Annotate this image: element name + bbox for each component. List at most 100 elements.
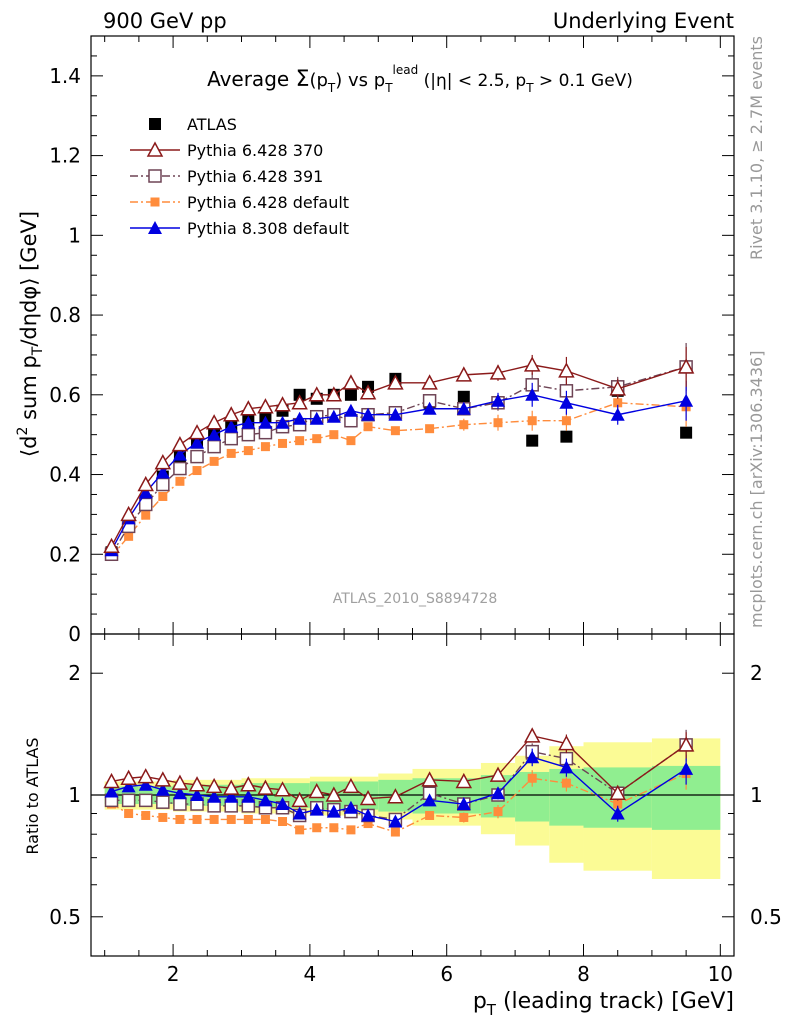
ratio-point-pythia-8-308-default <box>258 793 273 807</box>
ratio-point-pythia-8-308-default <box>456 797 471 811</box>
legend-label-pythia-6-428-370: Pythia 6.428 370 <box>187 141 323 160</box>
ratio-point-pythia-6-428-default <box>561 778 571 788</box>
point-pythia-6-428-default <box>278 438 288 448</box>
y-tick-label: 1.2 <box>49 144 81 168</box>
ratio-point-pythia-6-428-370 <box>120 769 137 786</box>
ratio-point-pythia-8-308-default <box>679 761 694 775</box>
side-label-mcplots: mcplots.cern.ch [arXiv:1306.3436] <box>747 351 766 628</box>
ratio-point-pythia-6-428-default <box>493 807 503 817</box>
axes: 2 4 6 8 10 0 0.2 0.4 0.6 0.8 1 1.2 1.4 0.5 0.5 1 1 2 2 <box>49 35 782 986</box>
ratio-tick-label-right: 0.5 <box>750 905 782 929</box>
point-pythia-8-308-default <box>525 387 540 401</box>
ratio-series <box>103 727 695 837</box>
point-pythia-6-428-370 <box>325 386 343 402</box>
ratio-point-pythia-8-308-default <box>525 750 540 764</box>
y-tick-label: 1.4 <box>49 64 81 88</box>
point-pythia-6-428-default <box>226 448 236 458</box>
point-atlas <box>457 390 470 403</box>
ratio-point-pythia-8-308-default <box>343 800 358 814</box>
ratio-point-pythia-6-428-default <box>226 814 236 824</box>
ratio-point-pythia-6-428-391 <box>173 797 187 811</box>
point-pythia-8-308-default <box>559 395 574 409</box>
ratio-point-pythia-6-428-370 <box>257 779 274 795</box>
legend-label-pythia-8-308-default: Pythia 8.308 default <box>187 219 349 238</box>
point-pythia-8-308-default <box>491 393 506 407</box>
ratio-point-pythia-8-308-default <box>361 808 376 822</box>
point-pythia-8-308-default <box>309 411 324 425</box>
title-arg-close: ) <box>335 70 342 91</box>
point-pythia-8-308-default <box>224 419 239 433</box>
point-pythia-6-428-370 <box>609 380 626 396</box>
point-pythia-6-428-default <box>425 424 435 434</box>
ylabel-a: ⟨d <box>17 436 41 458</box>
ratio-tick-label-left: 2 <box>68 661 81 685</box>
header-right: Underlying Event <box>553 9 734 33</box>
point-pythia-8-308-default <box>258 415 273 429</box>
ylabel-sub: T <box>30 346 46 356</box>
ratio-tick-label-right: 1 <box>750 783 763 807</box>
ratio-point-pythia-6-428-370 <box>240 776 257 792</box>
point-pythia-8-308-default <box>610 407 625 421</box>
point-pythia-6-428-370 <box>677 358 695 374</box>
point-pythia-8-308-default <box>172 447 187 461</box>
ratio-point-pythia-6-428-370 <box>523 727 541 743</box>
ratio-point-pythia-6-428-default <box>425 810 435 820</box>
ratio-point-pythia-6-428-370 <box>154 771 172 787</box>
point-pythia-6-428-default <box>312 434 322 444</box>
point-pythia-6-428-default <box>346 436 356 446</box>
point-pythia-6-428-default <box>141 510 151 520</box>
ratio-point-pythia-6-428-391 <box>156 795 170 809</box>
point-atlas <box>344 388 357 401</box>
point-pythia-6-428-370 <box>240 400 257 416</box>
point-pythia-8-308-default <box>679 393 694 407</box>
point-pythia-6-428-default <box>527 416 537 426</box>
y-tick-label: 0.6 <box>49 383 81 407</box>
y-tick-label: 0 <box>68 622 81 646</box>
point-pythia-8-308-default <box>190 435 205 449</box>
ratio-point-pythia-6-428-default <box>175 814 185 824</box>
point-pythia-6-428-default <box>209 456 219 466</box>
legend-marker-pythia-6-428-391 <box>148 169 162 183</box>
ylabel-sup: 2 <box>15 427 31 436</box>
ratio-point-pythia-6-428-default <box>459 812 469 822</box>
ratio-point-pythia-8-308-default <box>610 806 625 820</box>
ylabel-b: sum p <box>17 355 41 426</box>
y-tick-label: 0.2 <box>49 542 81 566</box>
ratio-point-pythia-6-428-default <box>390 827 400 837</box>
point-pythia-6-428-391 <box>224 431 238 446</box>
point-pythia-6-428-default <box>295 436 305 446</box>
ratio-point-pythia-8-308-default <box>121 779 136 793</box>
point-pythia-6-428-default <box>175 476 185 486</box>
xlabel-sub: T <box>486 1001 497 1019</box>
point-atlas <box>680 426 693 439</box>
point-pythia-6-428-default <box>363 422 373 432</box>
title-cuts-sub: T <box>525 81 534 95</box>
ratio-point-pythia-6-428-370 <box>222 779 240 795</box>
ratio-point-pythia-6-428-370 <box>558 734 575 751</box>
ratio-point-pythia-6-428-370 <box>103 772 120 789</box>
x-tick-label: 6 <box>440 962 453 986</box>
point-pythia-8-308-default <box>326 409 341 423</box>
legend-marker-pythia-8-308-default <box>148 221 162 234</box>
ratio-point-pythia-6-428-370 <box>291 791 308 808</box>
ratio-point-pythia-6-428-370 <box>171 774 189 790</box>
point-pythia-6-428-391 <box>207 439 221 454</box>
point-pythia-6-428-391 <box>190 449 204 464</box>
ratio-point-pythia-8-308-default <box>326 804 341 818</box>
legend-label-pythia-6-428-391: Pythia 6.428 391 <box>187 167 323 186</box>
x-tick-label: 8 <box>577 962 590 986</box>
point-pythia-8-308-default <box>155 465 170 479</box>
point-pythia-6-428-370 <box>558 362 575 378</box>
point-pythia-6-428-370 <box>120 505 137 522</box>
point-pythia-6-428-370 <box>387 374 404 390</box>
point-pythia-6-428-391 <box>138 497 153 512</box>
ratio-tick-label-right: 2 <box>750 661 763 685</box>
legend-marker-pythia-6-428-370 <box>146 141 164 157</box>
legend-marker-pythia-6-428-default <box>150 197 160 207</box>
ratio-point-pythia-6-428-391 <box>121 793 136 808</box>
ratio-point-pythia-6-428-370 <box>205 777 223 794</box>
ratio-point-pythia-6-428-default <box>209 814 219 824</box>
ratio-point-pythia-8-308-default <box>172 786 187 800</box>
x-tick-label: 10 <box>708 962 733 986</box>
point-pythia-6-428-370 <box>489 364 507 380</box>
